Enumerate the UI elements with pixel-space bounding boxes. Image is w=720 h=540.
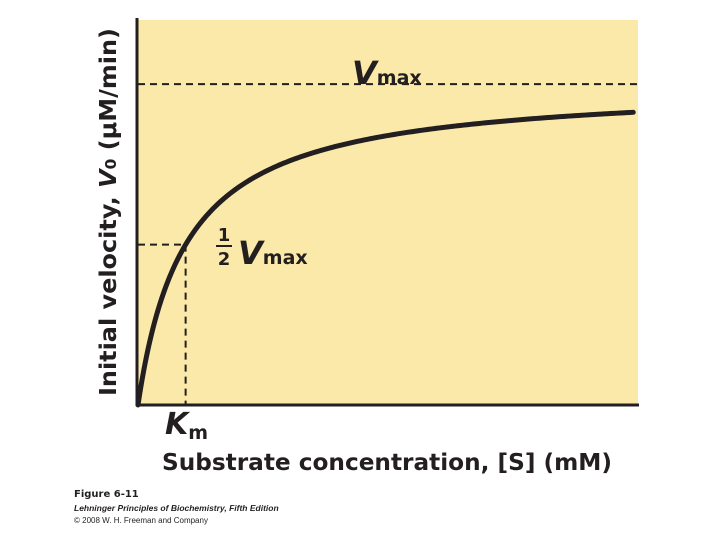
x-axis-label: Substrate concentration, [S] (mM) [162,450,612,476]
y-axis-label: Initial velocity, V0 (μM/min) [96,28,122,396]
half-vmax-symbol: Vmax [238,234,308,272]
half-vmax-label: 1 2 Vmax [216,225,308,272]
vmax-label: Vmax [352,54,422,92]
michaelis-menten-curve [135,109,636,408]
copyright-notice: © 2008 W. H. Freeman and Company [74,516,208,525]
fraction-denominator: 2 [218,249,231,270]
book-title: Lehninger Principles of Biochemistry, Fi… [74,503,279,513]
fraction-numerator: 1 [218,225,231,246]
plot-area [138,20,638,405]
figure-number: Figure 6-11 [74,489,139,500]
km-label: Km [165,407,208,444]
reference-lines [138,83,638,405]
